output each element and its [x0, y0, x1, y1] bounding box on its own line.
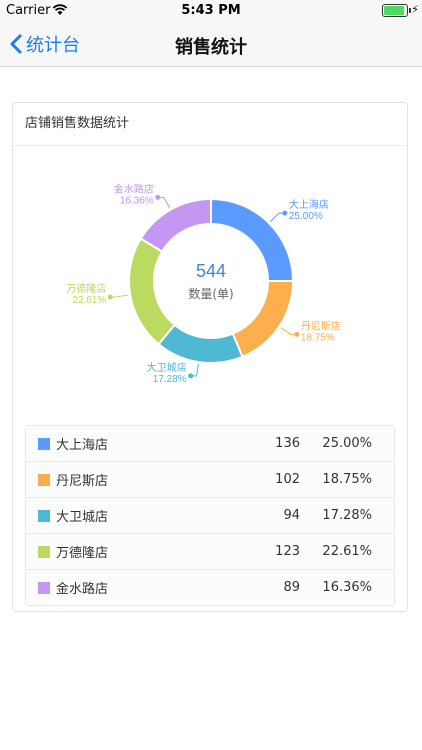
legend-order-count: 123	[275, 544, 300, 559]
slice-name-label: 丹尼斯店	[301, 319, 341, 332]
legend-store-name: 丹尼斯店	[56, 474, 109, 489]
legend-color-swatch	[38, 545, 50, 558]
legend-row[interactable]: 大上海店 136 25.00%	[26, 426, 394, 462]
charging-icon: ⚡	[411, 3, 419, 16]
slice-percent-label: 25.00%	[289, 211, 323, 222]
legend-row[interactable]: 金水路店 89 16.36%	[26, 570, 394, 605]
chart-slices	[128, 197, 295, 364]
legend-row[interactable]: 大卫城店 94 17.28%	[26, 498, 394, 534]
legend-order-count: 89	[283, 580, 300, 595]
label-dot	[282, 210, 288, 216]
label-leader-line	[110, 294, 129, 298]
page-title: 销售统计	[175, 37, 247, 58]
legend-store-name: 大上海店	[56, 438, 109, 453]
slice-percent-label: 18.75%	[301, 332, 335, 343]
legend-store-name: 大卫城店	[56, 510, 109, 525]
card-title: 店铺销售数据统计	[13, 103, 407, 146]
label-leader-line	[280, 327, 297, 335]
legend-percent: 16.36%	[322, 580, 372, 595]
legend-color-swatch	[38, 437, 50, 450]
chevron-left-icon	[10, 34, 22, 54]
slice-name-label: 金水路店	[114, 182, 154, 195]
battery-icon	[382, 4, 411, 17]
back-button[interactable]: 统计台	[10, 29, 80, 59]
center-total-label: 数量(单)	[188, 286, 233, 301]
label-leader-line	[270, 212, 285, 222]
slice-name-label: 大上海店	[289, 198, 329, 211]
pie-slice[interactable]	[231, 280, 295, 359]
legend-table: 大上海店 136 25.00% 丹尼斯店 102 18.75% 大卫城店 94 17.28% 万德…	[25, 425, 395, 606]
legend-order-count: 102	[275, 472, 300, 487]
slice-name-label: 万德隆店	[66, 282, 106, 295]
back-button-label: 统计台	[26, 35, 80, 56]
legend-store-name: 金水路店	[56, 582, 109, 597]
legend-percent: 18.75%	[322, 472, 372, 487]
legend-color-swatch	[38, 509, 50, 522]
wifi-icon	[52, 4, 68, 20]
label-dot	[294, 331, 300, 337]
legend-row[interactable]: 万德隆店 123 22.61%	[26, 534, 394, 570]
slice-name-label: 大卫城店	[147, 361, 187, 374]
legend-row[interactable]: 丹尼斯店 102 18.75%	[26, 462, 394, 498]
legend-percent: 17.28%	[322, 508, 372, 523]
legend-percent: 22.61%	[322, 544, 372, 559]
center-total-value: 544	[196, 261, 226, 281]
legend-percent: 25.00%	[322, 436, 372, 451]
legend-store-name: 万德隆店	[56, 546, 109, 561]
legend-order-count: 136	[275, 436, 300, 451]
slice-percent-label: 16.36%	[120, 195, 154, 206]
label-dot	[107, 294, 113, 300]
carrier-label: Carrier	[6, 3, 51, 18]
label-dot	[155, 194, 161, 200]
legend-order-count: 94	[283, 508, 300, 523]
legend-color-swatch	[38, 473, 50, 486]
status-bar: Carrier 5:43 PM ⚡	[0, 0, 422, 22]
status-time: 5:43 PM	[181, 3, 241, 18]
battery-level	[384, 6, 404, 15]
slice-percent-label: 17.28%	[153, 374, 187, 385]
slice-percent-label: 22.61%	[72, 295, 106, 306]
sales-stats-card: 店铺销售数据统计 大上海店 25.00% 丹尼斯店 18.75% 大卫城店 17.28% 万…	[12, 102, 408, 612]
navigation-bar: 统计台 销售统计	[0, 22, 422, 67]
pie-slice[interactable]	[157, 323, 244, 364]
label-dot	[188, 373, 194, 379]
pie-slice[interactable]	[128, 237, 176, 346]
legend-color-swatch	[38, 581, 50, 594]
pie-slice[interactable]	[139, 197, 212, 253]
